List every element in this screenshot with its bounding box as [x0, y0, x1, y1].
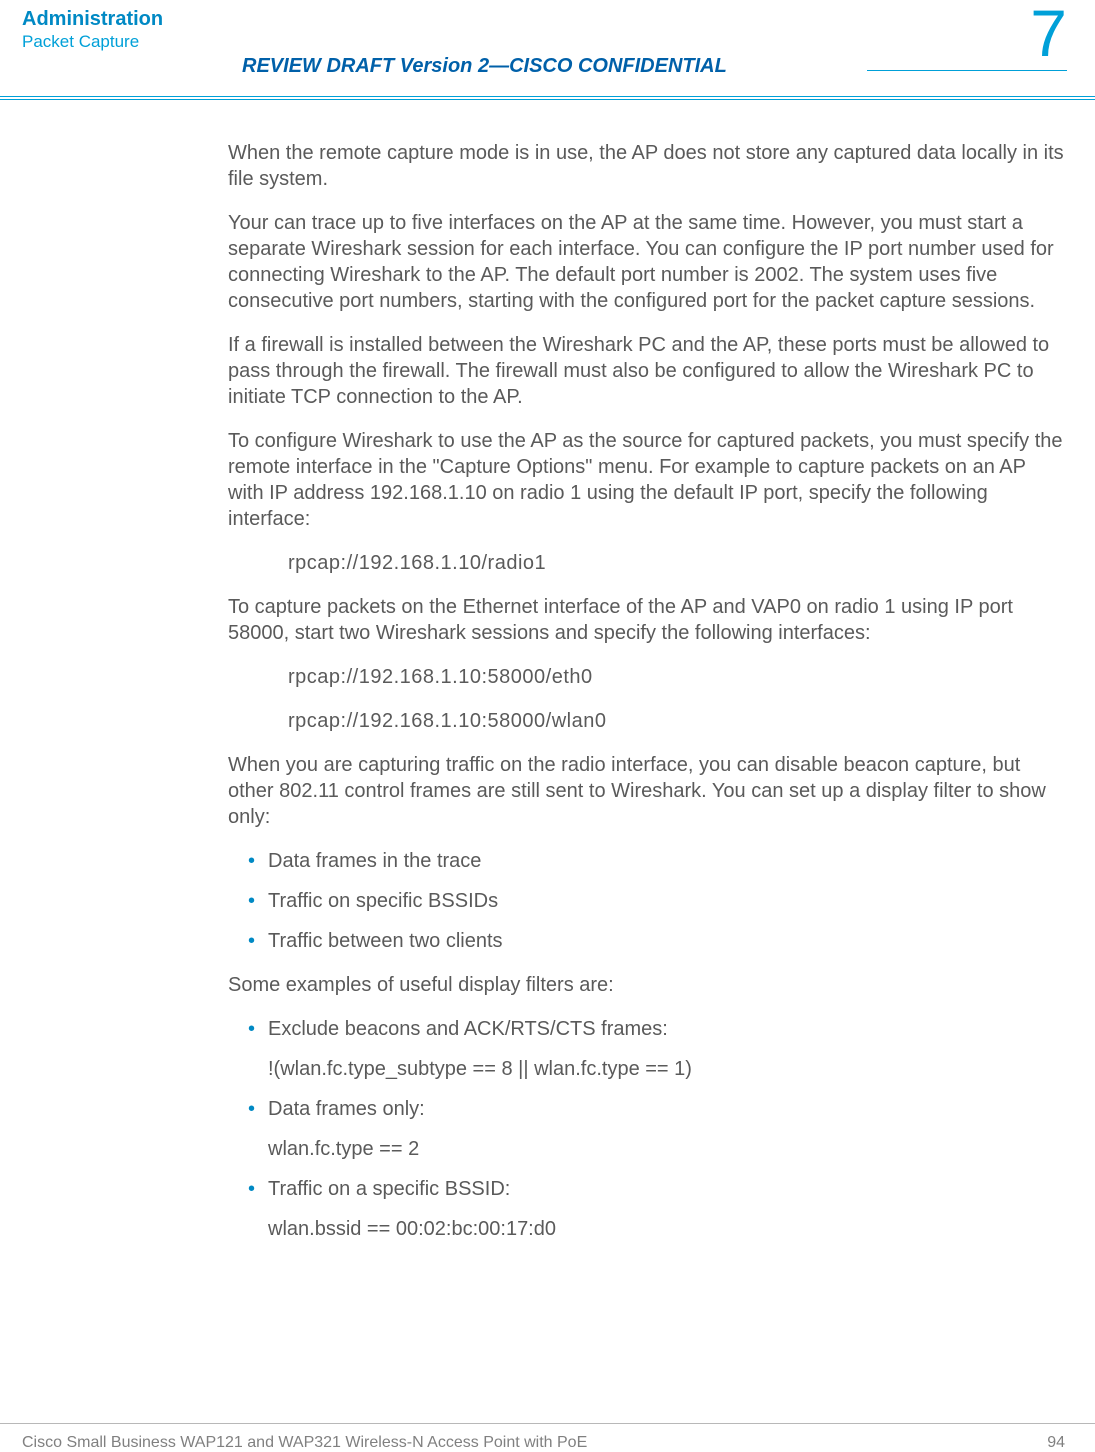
bullet-list: Exclude beacons and ACK/RTS/CTS frames: …	[228, 1016, 1065, 1242]
header-inner: Administration Packet Capture REVIEW DRA…	[0, 0, 1095, 97]
list-item-label: Exclude beacons and ACK/RTS/CTS frames:	[268, 1018, 668, 1040]
section-title: Administration	[22, 8, 163, 31]
filter-expression: wlan.bssid == 00:02:bc:00:17:d0	[268, 1216, 1065, 1242]
bullet-list: Data frames in the trace Traffic on spec…	[228, 848, 1065, 954]
chapter-underline	[867, 70, 1067, 71]
list-item: Data frames only: wlan.fc.type == 2	[228, 1096, 1065, 1162]
code-example: rpcap://192.168.1.10:58000/wlan0	[288, 708, 1065, 734]
list-item: Traffic on a specific BSSID: wlan.bssid …	[228, 1176, 1065, 1242]
list-item-label: Traffic on a specific BSSID:	[268, 1178, 510, 1200]
list-item: Traffic between two clients	[228, 928, 1065, 954]
paragraph: To configure Wireshark to use the AP as …	[228, 428, 1065, 532]
page-number: 94	[1047, 1434, 1065, 1452]
code-example: rpcap://192.168.1.10:58000/eth0	[288, 664, 1065, 690]
code-example: rpcap://192.168.1.10/radio1	[288, 550, 1065, 576]
filter-expression: !(wlan.fc.type_subtype == 8 || wlan.fc.t…	[268, 1056, 1065, 1082]
chapter-number: 7	[1030, 0, 1067, 66]
list-item: Data frames in the trace	[228, 848, 1065, 874]
page-footer: Cisco Small Business WAP121 and WAP321 W…	[0, 1423, 1095, 1434]
paragraph: Some examples of useful display filters …	[228, 972, 1065, 998]
paragraph: When you are capturing traffic on the ra…	[228, 752, 1065, 830]
footer-text: Cisco Small Business WAP121 and WAP321 W…	[22, 1434, 587, 1452]
paragraph: Your can trace up to five interfaces on …	[228, 210, 1065, 314]
paragraph: To capture packets on the Ethernet inter…	[228, 594, 1065, 646]
content-body: When the remote capture mode is in use, …	[228, 140, 1065, 1242]
filter-expression: wlan.fc.type == 2	[268, 1136, 1065, 1162]
list-item: Traffic on specific BSSIDs	[228, 888, 1065, 914]
paragraph: When the remote capture mode is in use, …	[228, 140, 1065, 192]
page-header: Administration Packet Capture REVIEW DRA…	[0, 0, 1095, 100]
draft-notice: REVIEW DRAFT Version 2—CISCO CONFIDENTIA…	[242, 55, 727, 78]
subsection-title: Packet Capture	[22, 32, 139, 52]
paragraph: If a firewall is installed between the W…	[228, 332, 1065, 410]
list-item: Exclude beacons and ACK/RTS/CTS frames: …	[228, 1016, 1065, 1082]
list-item-label: Data frames only:	[268, 1098, 425, 1120]
